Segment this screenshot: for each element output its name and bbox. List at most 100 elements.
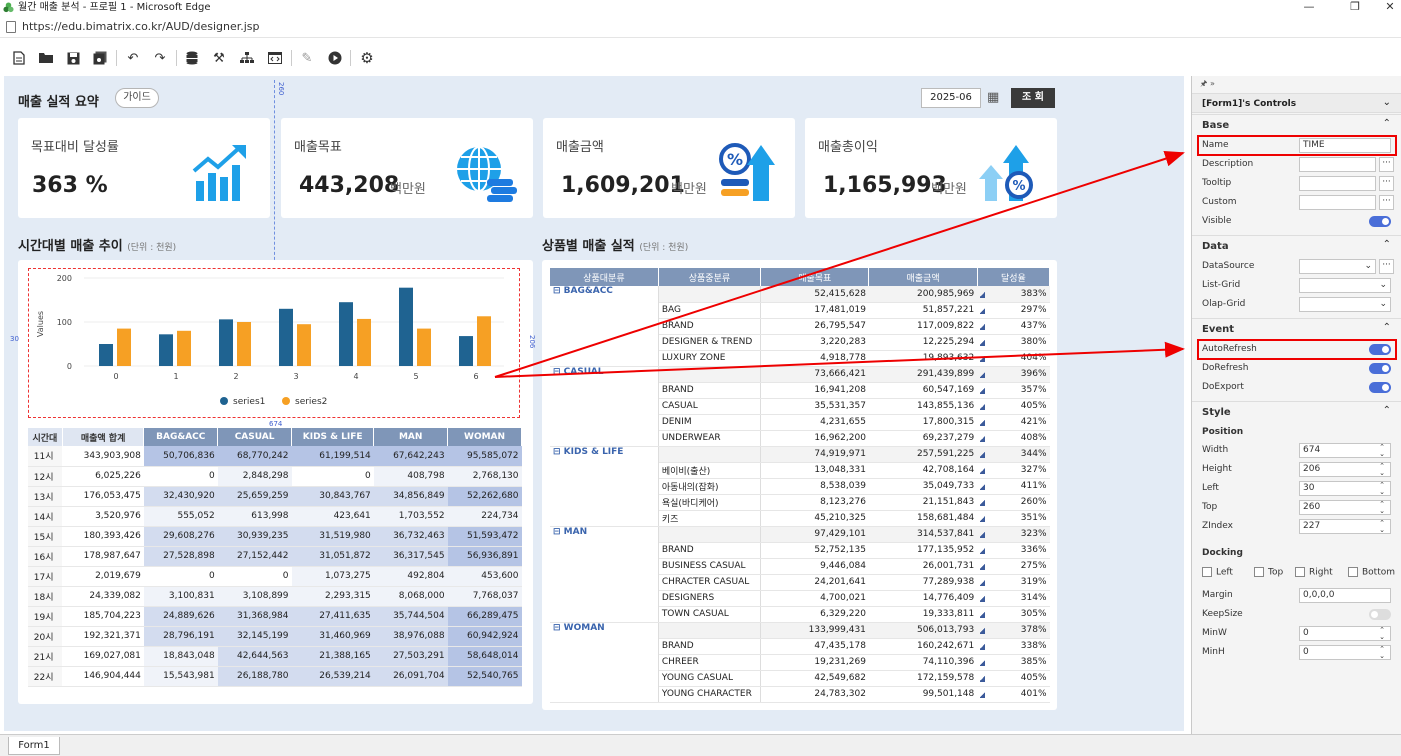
- table-header[interactable]: 매출금액: [868, 268, 978, 286]
- table-row[interactable]: ⊟ BAG&ACC 52,415,628 200,985,969 383%: [550, 286, 1050, 367]
- section-data[interactable]: Data ⌃: [1192, 235, 1401, 255]
- group-label[interactable]: ⊟ CASUAL: [550, 366, 659, 447]
- margin-input[interactable]: 0,0,0,0: [1299, 588, 1391, 603]
- tooltip-input[interactable]: [1299, 176, 1376, 191]
- minw-input[interactable]: 0: [1299, 626, 1391, 641]
- table-row[interactable]: BUSINESS CASUAL 9,446,084 26,001,731 275%: [550, 558, 1050, 575]
- section-event[interactable]: Event ⌃: [1192, 318, 1401, 338]
- table-header[interactable]: 매출액 합계: [62, 428, 145, 446]
- table-header[interactable]: CASUAL: [217, 428, 292, 446]
- bar-series2[interactable]: [237, 322, 251, 366]
- table-row[interactable]: ⊟ MAN 97,429,101 314,537,841 323%: [550, 526, 1050, 623]
- table-row[interactable]: YOUNG CASUAL 42,549,682 172,159,578 405%: [550, 670, 1050, 687]
- table-row[interactable]: CHREER 19,231,269 74,110,396 385%: [550, 654, 1050, 671]
- hierarchy-icon[interactable]: [238, 49, 256, 67]
- date-input[interactable]: 2025-06: [921, 88, 981, 108]
- table-row[interactable]: UNDERWEAR 16,962,200 69,237,279 408%: [550, 430, 1050, 447]
- table-row[interactable]: 22시 146,904,444 15,543,981 26,188,780 26,539…: [28, 666, 522, 687]
- section-style[interactable]: Style ⌃: [1192, 401, 1401, 421]
- form1-tab[interactable]: Form1: [8, 737, 60, 755]
- doexport-toggle[interactable]: [1369, 382, 1391, 393]
- description-input[interactable]: [1299, 157, 1376, 172]
- table-row[interactable]: 아동내의(잡화) 8,538,039 35,049,733 411%: [550, 478, 1050, 495]
- table-row[interactable]: 19시 185,704,223 24,889,626 31,368,984 27,411…: [28, 606, 522, 627]
- group-label[interactable]: ⊟ MAN: [550, 526, 659, 623]
- custom-input[interactable]: [1299, 195, 1376, 210]
- bar-series2[interactable]: [417, 328, 431, 366]
- table-header[interactable]: 달성율: [977, 268, 1051, 286]
- table-row[interactable]: CHRACTER CASUAL 24,201,641 77,289,938 319%: [550, 574, 1050, 591]
- dorefresh-toggle[interactable]: [1369, 363, 1391, 374]
- run-icon[interactable]: [326, 49, 344, 67]
- description-more-button[interactable]: ···: [1379, 157, 1394, 172]
- minh-input[interactable]: 0: [1299, 645, 1391, 660]
- redo-icon[interactable]: ↷: [154, 50, 166, 66]
- table-row[interactable]: 키즈 45,210,325 158,681,484 351%: [550, 510, 1050, 527]
- table-row[interactable]: 11시 343,903,908 50,706,836 68,770,242 61,199…: [28, 446, 522, 467]
- settings-icon[interactable]: ⚙: [360, 49, 374, 67]
- table-row[interactable]: 욕실(바디케어) 8,123,276 21,151,843 260%: [550, 494, 1050, 511]
- keepsize-toggle[interactable]: [1369, 609, 1391, 620]
- table-header[interactable]: BAG&ACC: [143, 428, 219, 446]
- table-header[interactable]: MAN: [373, 428, 449, 446]
- group-label[interactable]: ⊟ WOMAN: [550, 622, 659, 703]
- tools-icon[interactable]: ⚒: [213, 50, 225, 66]
- bar-series1[interactable]: [99, 344, 113, 366]
- table-row[interactable]: YOUNG CHARACTER 24,783,302 99,501,148 401%: [550, 686, 1050, 703]
- bar-series1[interactable]: [279, 308, 293, 366]
- table-row[interactable]: 12시 6,025,226 0 2,848,298 0 408,798 2,768,130: [28, 466, 522, 487]
- chevron-down-icon[interactable]: ⌄: [1382, 97, 1391, 108]
- table-row[interactable]: 15시 180,393,426 29,608,276 30,939,235 31,519…: [28, 526, 522, 547]
- undo-icon[interactable]: ↶: [127, 50, 139, 66]
- table-row[interactable]: 17시 2,019,679 0 0 1,073,275 492,804 453,600: [28, 566, 522, 587]
- maximize-button[interactable]: ❐: [1350, 0, 1360, 13]
- table-row[interactable]: BRAND 47,435,178 160,242,671 338%: [550, 638, 1050, 655]
- table-row[interactable]: ⊟ KIDS & LIFE 74,919,971 257,591,225 344%: [550, 446, 1050, 527]
- bar-series2[interactable]: [357, 318, 371, 366]
- datasource-more-button[interactable]: ···: [1379, 259, 1394, 274]
- pin-icon[interactable]: 🖈 »: [1200, 79, 1215, 88]
- time-bar-chart[interactable]: 0 100 200 Values 0 1 2 3 4 5 6 series1 series2: [29, 269, 519, 417]
- table-row[interactable]: ⊟ WOMAN 133,999,431 506,013,793 378%: [550, 622, 1050, 703]
- selected-chart-frame[interactable]: 0 100 200 Values 0 1 2 3 4 5 6 series1 series2: [28, 268, 520, 418]
- section-base[interactable]: Base ⌃: [1192, 114, 1401, 134]
- new-file-icon[interactable]: [10, 49, 28, 67]
- table-row[interactable]: DESIGNERS 4,700,021 14,776,409 314%: [550, 590, 1050, 607]
- table-header[interactable]: KIDS & LIFE: [291, 428, 375, 446]
- zindex-input[interactable]: 227: [1299, 519, 1391, 534]
- bar-series2[interactable]: [117, 328, 131, 366]
- bar-series1[interactable]: [339, 302, 353, 366]
- minimize-button[interactable]: —: [1303, 0, 1315, 13]
- bar-series2[interactable]: [297, 324, 311, 366]
- table-header[interactable]: 상품중분류: [658, 268, 762, 286]
- dock-bottom-checkbox[interactable]: Bottom: [1348, 567, 1395, 578]
- listgrid-select[interactable]: ⌄: [1299, 278, 1391, 293]
- olapgrid-select[interactable]: ⌄: [1299, 297, 1391, 312]
- table-row[interactable]: DENIM 4,231,655 17,800,315 421%: [550, 414, 1050, 431]
- table-row[interactable]: 베이비(출산) 13,048,331 42,708,164 327%: [550, 462, 1050, 479]
- bar-series1[interactable]: [159, 334, 173, 366]
- group-label[interactable]: ⊟ KIDS & LIFE: [550, 446, 659, 527]
- search-button[interactable]: 조 회: [1011, 88, 1055, 108]
- visible-toggle[interactable]: [1369, 216, 1391, 227]
- script-icon[interactable]: [266, 49, 284, 67]
- bar-series2[interactable]: [177, 330, 191, 366]
- name-input[interactable]: TIME: [1299, 138, 1391, 153]
- edit-icon[interactable]: ✎: [301, 50, 313, 66]
- table-row[interactable]: 13시 176,053,475 32,430,920 25,659,259 30,843…: [28, 486, 522, 507]
- tooltip-more-button[interactable]: ···: [1379, 176, 1394, 191]
- table-row[interactable]: 21시 169,027,081 18,843,048 42,644,563 21,388…: [28, 646, 522, 667]
- table-header[interactable]: 매출목표: [760, 268, 870, 286]
- left-input[interactable]: 30: [1299, 481, 1391, 496]
- calendar-icon[interactable]: ▦: [987, 90, 1000, 105]
- table-row[interactable]: 14시 3,520,976 555,052 613,998 423,641 1,703,5…: [28, 506, 522, 527]
- table-row[interactable]: ⊟ CASUAL 73,666,421 291,439,899 396%: [550, 366, 1050, 447]
- datasource-select[interactable]: ⌄: [1299, 259, 1376, 274]
- dock-right-checkbox[interactable]: Right: [1295, 567, 1333, 578]
- table-header[interactable]: 시간대: [28, 428, 63, 446]
- autorefresh-toggle[interactable]: [1369, 344, 1391, 355]
- bar-series1[interactable]: [399, 287, 413, 366]
- top-input[interactable]: 260: [1299, 500, 1391, 515]
- custom-more-button[interactable]: ···: [1379, 195, 1394, 210]
- table-header[interactable]: WOMAN: [447, 428, 522, 446]
